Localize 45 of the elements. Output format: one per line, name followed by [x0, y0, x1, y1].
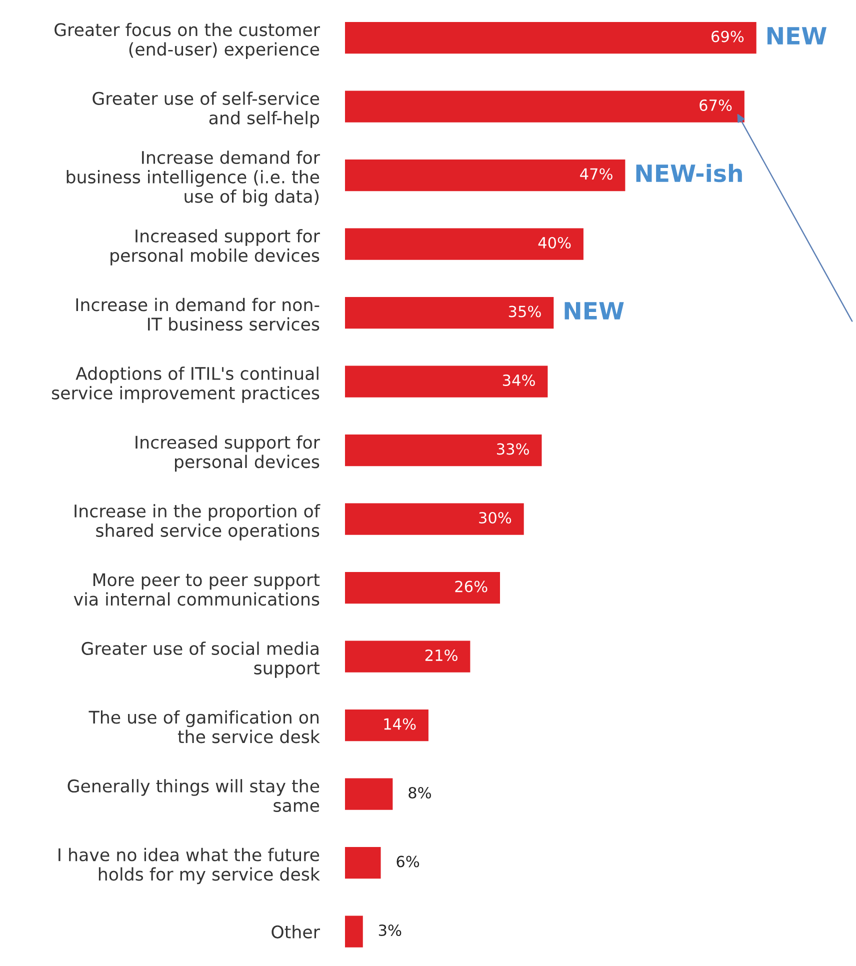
y-tick-label: Greater focus on the customer (end-user) experience — [54, 22, 320, 60]
bar — [345, 160, 626, 192]
data-label: 35% — [508, 306, 541, 318]
bar — [345, 90, 744, 122]
bar — [345, 572, 500, 604]
bar — [345, 847, 381, 879]
bar — [345, 434, 542, 466]
data-label: 21% — [425, 649, 458, 662]
y-tick-label: Increase demand for business intelligence (i.e. the use of big data) — [66, 150, 320, 206]
y-tick-label: Increase in demand for non- IT business services — [76, 298, 320, 331]
y-tick-label: Other — [272, 925, 320, 938]
y-tick-label: Increased support for personal devices — [136, 435, 320, 472]
data-label: 8% — [408, 786, 431, 799]
y-tick-label: The use of gamification on the service desk — [88, 710, 320, 744]
bar — [345, 778, 393, 810]
data-label: 30% — [479, 512, 512, 524]
bar — [345, 710, 428, 742]
bar — [345, 366, 548, 398]
data-label: 69% — [712, 30, 744, 42]
data-label: 47% — [580, 168, 612, 180]
bar — [345, 228, 584, 260]
annotation: NEW — [767, 27, 826, 44]
y-tick-label: Greater use of social media support — [82, 642, 320, 678]
data-label: 67% — [700, 99, 732, 111]
bar — [345, 503, 524, 535]
data-label: 34% — [502, 374, 535, 386]
data-label: 6% — [396, 856, 420, 868]
y-tick-label: Adoptions of ITIL's continual service improvement practices — [52, 366, 320, 403]
data-label: 14% — [384, 718, 416, 730]
data-label: 3% — [378, 924, 402, 936]
y-tick-label: Greater use of self-service and self-help — [92, 92, 320, 128]
y-tick-label: Increased support for personal mobile devices — [110, 229, 320, 266]
data-label: 33% — [497, 443, 529, 455]
bar — [345, 916, 363, 948]
y-tick-label: I have no idea what the future holds for my service desk — [58, 848, 320, 884]
data-label: 26% — [455, 580, 488, 592]
data-label: 40% — [538, 236, 571, 249]
y-tick-label: Increase in the proportion of shared service operations — [74, 504, 320, 540]
bar — [345, 297, 554, 329]
bar — [345, 22, 756, 54]
annotation: NEW — [564, 302, 624, 320]
y-tick-label: Generally things will stay the same — [68, 779, 320, 812]
annotation: NEW-ish — [636, 164, 742, 182]
bar — [345, 640, 470, 672]
y-tick-label: More peer to peer support via internal communications — [74, 573, 320, 606]
